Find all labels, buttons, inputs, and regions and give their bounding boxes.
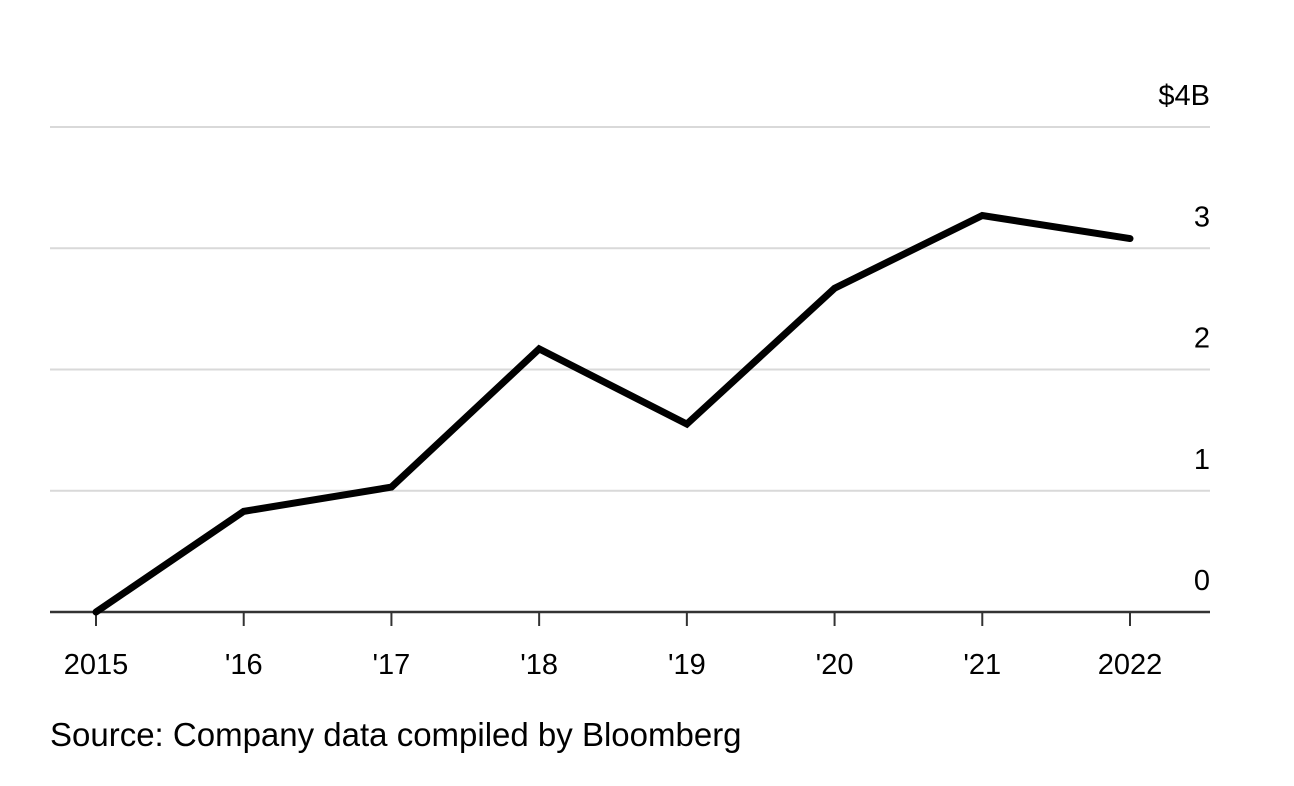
x-tick-label: '18: [520, 649, 558, 681]
y-tick-label: 2: [1194, 323, 1210, 355]
series-group: [92, 211, 1134, 616]
x-tick-label: 2015: [64, 649, 129, 681]
series-line: [92, 211, 1134, 616]
x-tick-label: '17: [373, 649, 411, 681]
y-tick-label: 1: [1194, 444, 1210, 476]
y-axis-labels: 0 1 2 3 $4B: [1158, 80, 1210, 597]
y-tick-label: 0: [1194, 565, 1210, 597]
y-tick-label: $4B: [1158, 80, 1210, 112]
source-note: Source: Company data compiled by Bloombe…: [50, 716, 742, 753]
x-tick-label: 2022: [1098, 649, 1163, 681]
y-tick-label: 3: [1194, 201, 1210, 233]
x-tick-label: '19: [668, 649, 706, 681]
x-axis: [50, 610, 1210, 626]
x-tick-label: '20: [816, 649, 854, 681]
x-tick-label: '16: [225, 649, 263, 681]
gridlines: [50, 126, 1210, 492]
x-tick-label: '21: [963, 649, 1001, 681]
x-axis-labels: 2015 '16 '17 '18 '19 '20 '21 2022: [64, 649, 1163, 681]
